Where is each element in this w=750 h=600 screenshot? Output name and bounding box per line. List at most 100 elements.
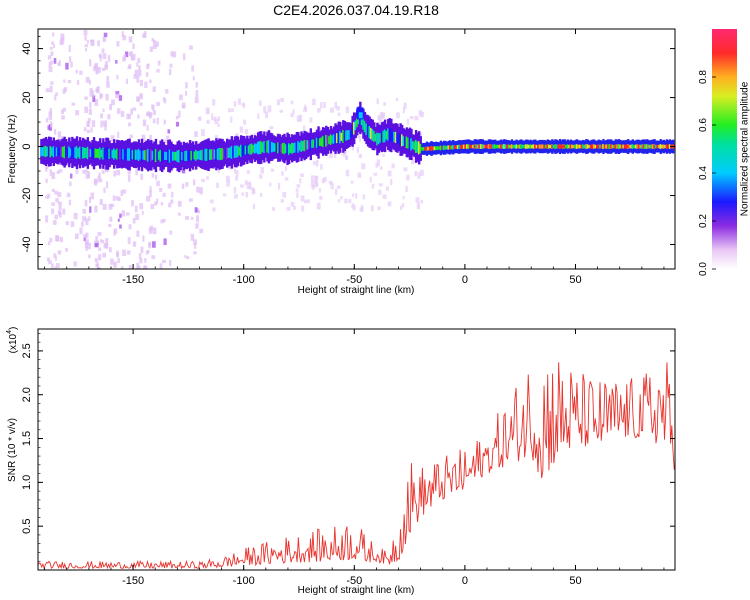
spectral-noise-cell <box>309 117 313 123</box>
spectral-noise-cell <box>152 118 156 124</box>
spectral-ridge-core <box>207 148 210 162</box>
spectral-ridge-core <box>238 146 241 156</box>
spectral-noise-cell <box>85 218 89 226</box>
spectral-ridge-core <box>404 137 407 147</box>
spectral-noise-cell <box>75 110 80 116</box>
spectrogram-x-ticks: -150 -100 -50 0 50 <box>44 29 665 286</box>
spectral-ridge-core <box>239 144 243 157</box>
spectral-noise-cell <box>201 178 206 183</box>
spectral-noise-cell <box>149 186 152 193</box>
spectral-ridge-core <box>529 144 532 149</box>
spectral-ridge-core <box>326 135 329 146</box>
spectral-noise-cell <box>403 167 408 172</box>
spectral-noise-cell <box>100 163 104 168</box>
spectral-noise-cell <box>165 89 169 94</box>
spectral-noise-cell <box>194 131 198 138</box>
spectrogram-panel: -150 -100 -50 0 50 -40 -20 0 20 40 Height of str… <box>7 28 676 296</box>
spectral-noise-cell <box>75 167 79 175</box>
spectral-ridge-core <box>549 144 552 149</box>
spectral-noise-cell <box>340 196 343 200</box>
spectral-ridge-core <box>439 145 442 151</box>
spectral-ridge-core <box>337 131 340 145</box>
spectral-ridge-core <box>541 144 545 149</box>
spectral-ridge-core <box>311 139 314 148</box>
y-tick-label: -40 <box>21 237 33 253</box>
spectral-noise-cell <box>110 258 114 265</box>
spectral-noise-cell <box>100 239 103 243</box>
spectral-noise-cell <box>146 125 149 131</box>
spectral-noise-cell <box>65 221 69 226</box>
spectral-ridge-core <box>114 149 117 159</box>
y-tick-label: 40 <box>21 42 33 54</box>
spectral-noise-cell <box>45 88 50 93</box>
spectral-ridge-core <box>634 144 637 149</box>
spectral-noise-cell <box>84 48 87 52</box>
spectral-noise-cell <box>48 62 52 68</box>
spectral-noise-cell <box>122 35 127 41</box>
spectral-noise-cell <box>156 69 160 73</box>
spectral-noise-cell <box>84 241 88 249</box>
spectral-ridge-core <box>150 149 153 162</box>
spectral-ridge-core <box>286 142 289 156</box>
spectral-ridge-core <box>309 137 312 151</box>
spectral-noise-cell <box>211 113 214 121</box>
spectral-noise-cell <box>137 114 140 119</box>
spectral-noise-cell <box>316 202 321 210</box>
spectral-noise-cell <box>53 253 56 258</box>
spectral-noise-cell <box>84 106 89 114</box>
spectral-ridge-core <box>368 126 371 139</box>
spectral-ridge-core <box>283 142 286 155</box>
spectral-noise-cell <box>177 200 182 207</box>
spectral-noise-cell <box>136 230 140 237</box>
spectral-noise-cell <box>140 173 144 180</box>
spectral-noise-cell <box>312 98 316 106</box>
spectral-noise-cell <box>379 166 383 170</box>
spectral-noise-cell <box>314 175 319 180</box>
spectral-ridge-core <box>212 148 215 160</box>
spectral-noise-cell <box>168 202 172 208</box>
spectral-noise-cell <box>53 128 57 135</box>
spectral-ridge-core <box>662 144 665 149</box>
spectral-ridge-core <box>47 145 51 158</box>
spectral-noise-cell <box>378 189 382 195</box>
spectral-ridge-core <box>654 144 658 149</box>
snr-y-exponent: (x104) <box>6 327 19 354</box>
colorbar-tick-label: 0.2 <box>698 214 709 228</box>
spectral-noise-cell <box>90 127 93 133</box>
spectral-ridge-core <box>164 151 167 161</box>
spectral-noise-cell <box>106 75 109 83</box>
spectral-ridge-core <box>126 148 130 161</box>
spectral-noise-cell <box>194 96 199 104</box>
spectral-noise-cell <box>82 216 87 222</box>
spectral-ridge-core <box>111 149 114 158</box>
spectral-noise-cell <box>89 59 92 67</box>
spectral-noise-cell <box>106 81 110 88</box>
spectral-noise-cell <box>83 233 87 239</box>
spectral-ridge-core <box>657 144 661 149</box>
spectral-noise-cell <box>45 178 48 184</box>
spectral-noise-cell <box>84 44 89 48</box>
spectral-noise-cell <box>151 141 155 146</box>
spectral-ridge-core <box>128 148 131 161</box>
spectral-ridge-core <box>83 147 86 159</box>
spectral-ridge-core <box>569 144 572 149</box>
spectral-ridge-core <box>459 144 462 149</box>
spectral-noise-cell <box>376 159 381 167</box>
spectral-noise-cell <box>69 181 72 187</box>
spectral-ridge-core <box>261 142 264 153</box>
spectral-ridge-core <box>394 131 397 144</box>
spectral-ridge-core <box>44 145 48 158</box>
spectral-ridge-core <box>486 144 489 149</box>
spectral-noise-cell <box>66 192 71 198</box>
spectral-noise-cell <box>104 64 108 70</box>
spectral-ridge-core <box>301 141 305 151</box>
spectral-noise-cell <box>137 70 142 77</box>
spectral-noise-cell <box>264 111 269 119</box>
spectral-ridge-core <box>619 144 622 149</box>
spectral-noise-cell <box>335 188 338 196</box>
spectral-noise-cell <box>371 183 375 189</box>
spectral-noise-cell <box>120 266 124 269</box>
spectral-ridge-core <box>387 128 390 141</box>
spectral-noise-cell <box>149 46 153 52</box>
